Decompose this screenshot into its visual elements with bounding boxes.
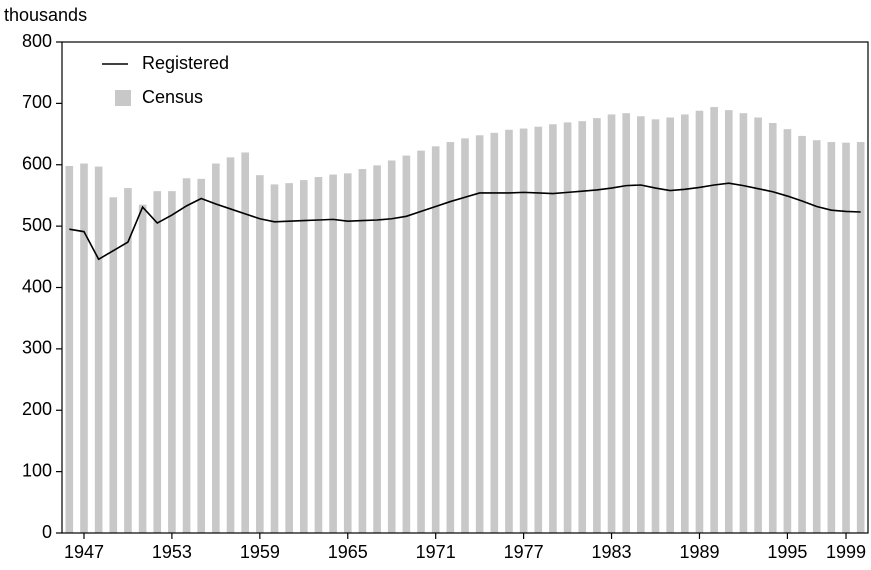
x-tick-label: 1965 <box>328 542 368 562</box>
y-tick-label: 400 <box>22 276 52 296</box>
bar <box>519 128 528 533</box>
bar <box>593 118 601 533</box>
bar <box>153 191 162 534</box>
y-tick-label: 0 <box>42 522 52 542</box>
bar <box>358 169 367 533</box>
y-tick-label: 100 <box>22 460 52 480</box>
bar <box>431 146 440 533</box>
bar <box>182 178 191 533</box>
bar <box>417 150 425 534</box>
x-tick-label: 1999 <box>826 542 866 562</box>
bar <box>446 142 455 533</box>
bar <box>563 122 572 534</box>
bar <box>226 157 235 533</box>
bar <box>695 110 704 534</box>
x-tick-label: 1995 <box>767 542 807 562</box>
bar <box>490 132 499 533</box>
bar <box>842 142 850 533</box>
y-tick-label: 600 <box>22 154 52 174</box>
bar <box>461 138 469 533</box>
legend-label: Census <box>142 87 203 107</box>
bar <box>109 197 118 533</box>
bar <box>387 160 396 534</box>
bar <box>549 124 557 534</box>
bar <box>827 142 836 533</box>
line <box>69 182 861 261</box>
bar <box>681 114 689 534</box>
bar <box>534 126 543 533</box>
bar <box>505 129 513 534</box>
x-tick-label: 1983 <box>592 542 632 562</box>
x-tick-label: 1959 <box>240 542 280 562</box>
bar <box>402 155 411 533</box>
legend-swatch <box>115 90 131 106</box>
bar <box>124 188 132 533</box>
bar <box>754 117 762 534</box>
bar <box>241 152 249 533</box>
bar <box>724 110 733 533</box>
x-tick-label: 1977 <box>504 542 544 562</box>
bar <box>168 191 176 534</box>
bar <box>256 175 264 533</box>
bar <box>314 177 323 533</box>
bar <box>768 123 777 533</box>
bar <box>637 116 645 534</box>
bar <box>329 174 337 533</box>
x-tick-label: 1947 <box>64 542 104 562</box>
bar <box>212 163 220 533</box>
bar <box>622 113 631 533</box>
bar <box>197 178 206 533</box>
y-axis-label: thousands <box>4 5 87 25</box>
y-tick-label: 800 <box>22 31 52 51</box>
bar <box>94 166 103 533</box>
bar <box>285 183 293 533</box>
x-tick-label: 1989 <box>679 542 719 562</box>
bar <box>783 129 792 533</box>
bar <box>812 140 821 533</box>
bar <box>299 180 308 533</box>
legend-label: Registered <box>142 53 229 73</box>
y-tick-label: 200 <box>22 399 52 419</box>
x-tick-label: 1953 <box>152 542 192 562</box>
bar <box>80 163 88 533</box>
bar <box>343 173 352 533</box>
y-tick-label: 500 <box>22 215 52 235</box>
bar <box>798 135 806 533</box>
x-tick-label: 1971 <box>416 542 456 562</box>
bar <box>651 119 660 534</box>
bar <box>710 107 718 534</box>
y-tick-label: 300 <box>22 338 52 358</box>
bar <box>65 165 74 534</box>
bar <box>856 142 865 533</box>
bar <box>578 121 587 533</box>
bar <box>373 165 381 533</box>
bar <box>739 113 748 533</box>
bar <box>666 117 674 534</box>
y-tick-label: 700 <box>22 92 52 112</box>
bar <box>138 204 147 534</box>
bar <box>475 135 484 534</box>
bar <box>270 184 279 533</box>
bar <box>607 114 616 534</box>
